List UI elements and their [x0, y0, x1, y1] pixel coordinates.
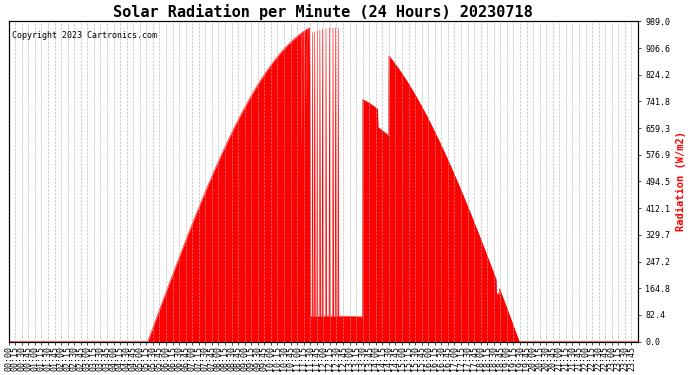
Title: Solar Radiation per Minute (24 Hours) 20230718: Solar Radiation per Minute (24 Hours) 20…: [113, 4, 533, 20]
Text: Copyright 2023 Cartronics.com: Copyright 2023 Cartronics.com: [12, 31, 157, 40]
Y-axis label: Radiation (W/m2): Radiation (W/m2): [676, 132, 686, 231]
